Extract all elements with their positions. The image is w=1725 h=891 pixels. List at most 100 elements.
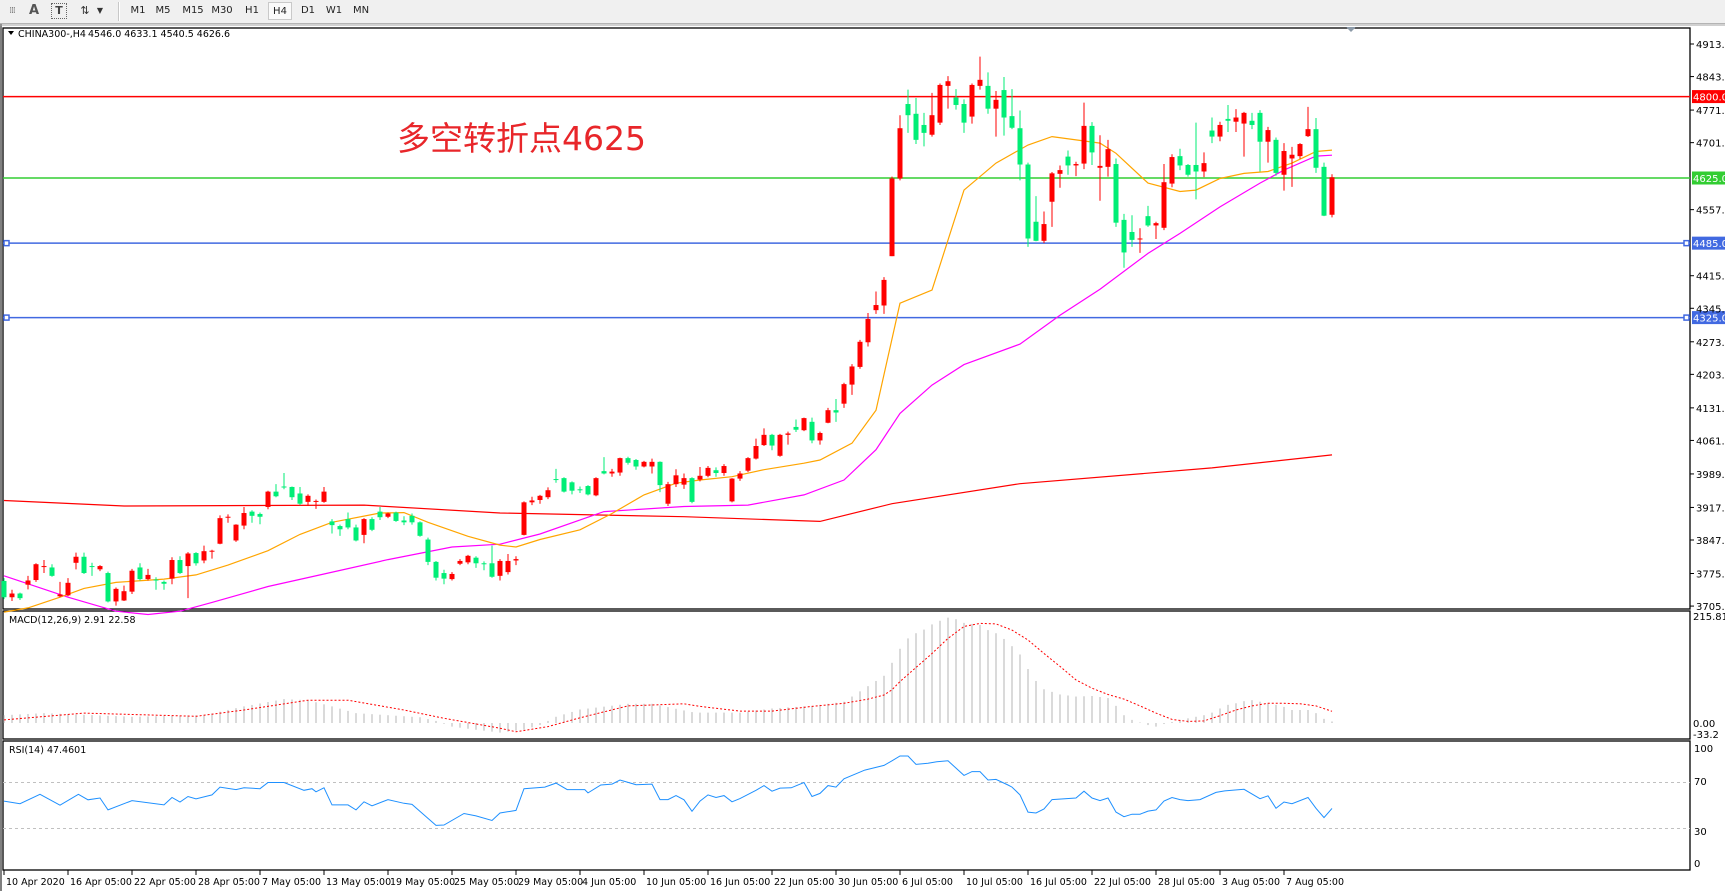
x-tick-label: 16 Jul 05:00: [1030, 877, 1087, 888]
candle: [345, 512, 351, 530]
main-price-panel[interactable]: [2, 27, 1691, 610]
candle: [465, 554, 471, 565]
rsi-y-tick-label: 70: [1694, 777, 1707, 788]
candle-body: [1001, 90, 1007, 118]
candle-body: [729, 478, 735, 502]
timeframe-m30[interactable]: M30: [211, 5, 233, 16]
candle-body: [561, 478, 567, 492]
timeframe-m5[interactable]: M5: [155, 5, 171, 16]
timeframe-h1[interactable]: H1: [245, 5, 259, 16]
candle-body: [769, 434, 775, 446]
candle-body: [553, 479, 559, 481]
candle-body: [489, 563, 495, 577]
candle-body: [1241, 112, 1247, 124]
candle-body: [1137, 238, 1143, 240]
candle: [9, 589, 15, 601]
price-line-label: 4485.0: [1693, 239, 1725, 250]
chart-menu-triangle-icon[interactable]: [8, 31, 14, 35]
arrows-icon[interactable]: ⇅: [80, 4, 90, 17]
candle: [1009, 89, 1015, 130]
line-handle-left[interactable]: [3, 239, 10, 247]
candle: [577, 486, 583, 494]
candle: [729, 478, 735, 503]
candle: [1185, 164, 1191, 177]
timeframe-m1[interactable]: M1: [130, 5, 146, 16]
candle: [873, 291, 879, 314]
candle: [361, 518, 367, 544]
chevron-down-icon[interactable]: ▼: [96, 6, 104, 15]
moving-average-fast: [3, 135, 1333, 613]
candle-body: [577, 489, 583, 491]
candle: [673, 469, 679, 487]
candle-body: [257, 513, 263, 517]
candle-body: [57, 594, 63, 597]
candle: [353, 524, 359, 542]
candle-body: [921, 124, 927, 133]
candle: [1217, 121, 1223, 142]
candle: [1097, 135, 1103, 201]
timeframe-mn[interactable]: MN: [352, 5, 370, 16]
line-handle-right[interactable]: [1683, 314, 1690, 321]
candle: [985, 72, 991, 114]
candle: [1105, 139, 1111, 177]
line-handle-left[interactable]: [3, 314, 10, 321]
y-tick-label: 4273.0: [1696, 338, 1725, 349]
candle-body: [1033, 221, 1039, 241]
candle-body: [1281, 151, 1287, 175]
candle: [777, 433, 783, 457]
candle: [1265, 126, 1271, 163]
timeframe-h4[interactable]: H4: [268, 2, 292, 20]
candle-body: [745, 458, 751, 471]
candle-body: [273, 491, 279, 497]
candle: [921, 112, 927, 147]
candle: [601, 457, 607, 475]
text-box-icon[interactable]: T: [51, 3, 67, 19]
candle-body: [169, 560, 175, 579]
candle: [377, 506, 383, 521]
grip-icon[interactable]: ⁞⁞⁞: [9, 6, 16, 16]
candle-body: [1217, 124, 1223, 137]
candle: [401, 516, 407, 526]
candle: [1017, 110, 1023, 181]
timeframe-d1[interactable]: D1: [300, 5, 316, 16]
candle: [161, 580, 167, 590]
candle-body: [41, 566, 47, 568]
candle-body: [1073, 164, 1079, 166]
chart-shift-marker-icon[interactable]: [1346, 27, 1356, 32]
candle: [129, 568, 135, 594]
macd-panel[interactable]: [2, 610, 1691, 740]
candle-body: [97, 566, 103, 570]
candle: [545, 487, 551, 500]
x-tick-label: 13 May 05:00: [326, 877, 391, 888]
x-tick-label: 7 Aug 05:00: [1286, 877, 1344, 888]
candle: [937, 83, 943, 125]
candle: [897, 115, 903, 181]
candle-body: [1065, 156, 1071, 166]
candle: [89, 562, 95, 576]
candle-body: [417, 522, 423, 536]
timeframe-w1[interactable]: W1: [325, 5, 343, 16]
candle: [489, 545, 495, 578]
x-tick-label: 10 Jun 05:00: [646, 877, 706, 888]
candle-body: [1257, 112, 1263, 142]
candle-body: [1113, 164, 1119, 223]
y-tick-label: 3989.0: [1696, 470, 1725, 481]
candle: [1145, 205, 1151, 227]
line-handle-right[interactable]: [1683, 239, 1690, 247]
candle: [1305, 106, 1311, 138]
x-tick-label: 22 Apr 05:00: [134, 877, 196, 888]
timeframe-m15[interactable]: M15: [182, 5, 204, 16]
text-label-icon[interactable]: A: [28, 3, 40, 18]
candle: [905, 89, 911, 133]
rsi-panel[interactable]: [2, 740, 1691, 871]
candle: [825, 407, 831, 424]
candle: [1177, 148, 1183, 171]
chart-background: [0, 24, 1725, 891]
price-line-label: 4325.0: [1693, 314, 1725, 325]
candle: [705, 466, 711, 478]
candle-body: [1129, 231, 1135, 240]
candle-body: [1289, 154, 1295, 159]
candle: [329, 519, 335, 534]
candle: [929, 92, 935, 137]
